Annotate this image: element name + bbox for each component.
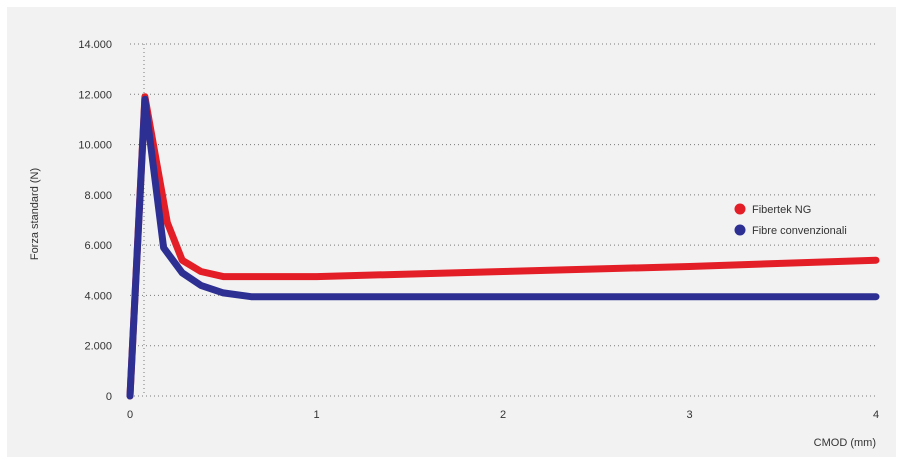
chart-panel (7, 7, 896, 457)
legend-marker-0 (734, 203, 746, 215)
x-tick-label: 4 (873, 409, 879, 421)
x-axis-label: CMOD (mm) (814, 437, 876, 449)
gridlines (130, 43, 876, 397)
y-tick-label: 4.000 (84, 290, 112, 302)
legend-marker-1 (734, 224, 746, 236)
series-line-0 (126, 93, 880, 400)
x-axis-ticks: 0 1 2 3 4 (127, 409, 879, 421)
legend: Fibertek NG Fibre convenzionali (734, 203, 847, 237)
x-tick-label: 2 (500, 409, 506, 421)
y-axis-label: Forza standard (N) (29, 168, 41, 260)
y-tick-label: 10.000 (78, 140, 112, 152)
y-tick-label: 0 (106, 391, 112, 403)
y-tick-label: 12.000 (78, 89, 112, 101)
series-lines (126, 93, 880, 400)
y-tick-label: 8.000 (84, 190, 112, 202)
x-tick-label: 1 (313, 409, 319, 421)
y-tick-label: 6.000 (84, 240, 112, 252)
legend-label-0: Fibertek NG (752, 204, 811, 216)
cropped-header (0, 0, 903, 7)
x-tick-label: 0 (127, 409, 133, 421)
y-tick-label: 2.000 (84, 341, 112, 353)
y-tick-label: 14.000 (78, 39, 112, 51)
y-axis-ticks: 0 2.000 4.000 6.000 8.000 10.000 12.000 14.000 (78, 39, 112, 403)
series-line-1 (126, 95, 880, 400)
x-tick-label: 3 (686, 409, 692, 421)
legend-label-1: Fibre convenzionali (752, 225, 847, 237)
